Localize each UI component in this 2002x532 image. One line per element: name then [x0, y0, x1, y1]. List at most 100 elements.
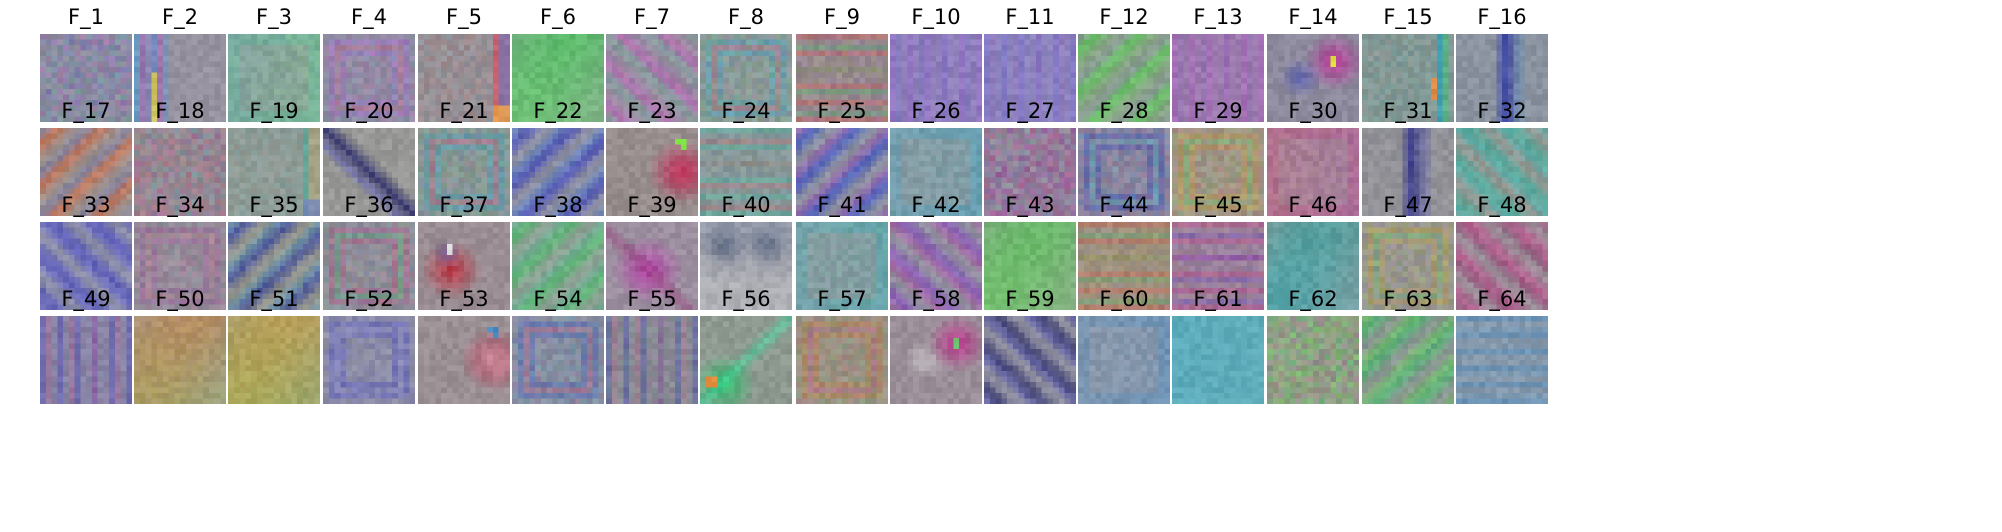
filter-image — [1172, 222, 1264, 310]
filter-title: F_5 — [446, 5, 482, 29]
filter-image — [134, 128, 226, 216]
filter-title: F_31 — [1383, 99, 1433, 123]
filter-cell-29: F_29 — [1172, 98, 1264, 216]
filter-cell-21: F_21 — [418, 98, 510, 216]
filter-image — [1267, 222, 1359, 310]
filter-title: F_53 — [439, 287, 489, 311]
filter-image — [323, 316, 415, 404]
filter-title: F_50 — [155, 287, 205, 311]
filter-cell-11: F_11 — [984, 4, 1076, 122]
filter-title: F_6 — [540, 5, 576, 29]
filter-cell-5: F_5 — [418, 4, 510, 122]
filter-title: F_62 — [1288, 287, 1338, 311]
filter-title: F_10 — [911, 5, 961, 29]
filter-image — [1267, 34, 1359, 122]
filter-title: F_34 — [155, 193, 205, 217]
filter-cell-31: F_31 — [1362, 98, 1454, 216]
filter-image — [700, 222, 792, 310]
filter-title: F_63 — [1383, 287, 1433, 311]
filter-image — [40, 34, 132, 122]
filter-cell-28: F_28 — [1078, 98, 1170, 216]
filter-cell-63: F_63 — [1362, 286, 1454, 404]
filter-image — [1456, 128, 1548, 216]
filter-title: F_52 — [344, 287, 394, 311]
filter-cell-22: F_22 — [512, 98, 604, 216]
filter-title: F_57 — [817, 287, 867, 311]
filter-cell-60: F_60 — [1078, 286, 1170, 404]
filter-cell-23: F_23 — [606, 98, 698, 216]
filter-title: F_42 — [911, 193, 961, 217]
filter-cell-46: F_46 — [1267, 192, 1359, 310]
filter-cell-36: F_36 — [323, 192, 415, 310]
filter-title: F_22 — [533, 99, 583, 123]
filter-cell-12: F_12 — [1078, 4, 1170, 122]
filter-cell-13: F_13 — [1172, 4, 1264, 122]
filter-title: F_23 — [627, 99, 677, 123]
filter-title: F_58 — [911, 287, 961, 311]
filter-title: F_47 — [1383, 193, 1433, 217]
filter-image — [40, 222, 132, 310]
filter-cell-62: F_62 — [1267, 286, 1359, 404]
filter-image — [512, 34, 604, 122]
filter-image — [418, 128, 510, 216]
filter-cell-3: F_3 — [228, 4, 320, 122]
filter-cell-39: F_39 — [606, 192, 698, 310]
filter-cell-19: F_19 — [228, 98, 320, 216]
filter-image — [228, 128, 320, 216]
filter-title: F_56 — [721, 287, 771, 311]
filter-image — [1078, 222, 1170, 310]
filter-image — [1267, 316, 1359, 404]
filter-image — [1172, 316, 1264, 404]
filter-image — [890, 34, 982, 122]
filter-image — [228, 316, 320, 404]
filter-cell-40: F_40 — [700, 192, 792, 310]
filter-cell-50: F_50 — [134, 286, 226, 404]
filter-title: F_30 — [1288, 99, 1338, 123]
filter-image — [984, 316, 1076, 404]
filter-title: F_48 — [1477, 193, 1527, 217]
filter-image — [1078, 34, 1170, 122]
filter-image — [134, 222, 226, 310]
filter-title: F_37 — [439, 193, 489, 217]
filter-cell-14: F_14 — [1267, 4, 1359, 122]
filter-title: F_4 — [351, 5, 387, 29]
filter-image — [606, 34, 698, 122]
filter-image — [1172, 34, 1264, 122]
filter-cell-55: F_55 — [606, 286, 698, 404]
filter-cell-8: F_8 — [700, 4, 792, 122]
filter-cell-4: F_4 — [323, 4, 415, 122]
filter-image — [1172, 128, 1264, 216]
filter-title: F_27 — [1005, 99, 1055, 123]
filter-title: F_3 — [256, 5, 292, 29]
filter-cell-2: F_2 — [134, 4, 226, 122]
filter-image — [512, 128, 604, 216]
filter-cell-49: F_49 — [40, 286, 132, 404]
filter-title: F_7 — [634, 5, 670, 29]
filter-image — [418, 316, 510, 404]
filter-title: F_26 — [911, 99, 961, 123]
filter-title: F_14 — [1288, 5, 1338, 29]
filter-image — [1267, 128, 1359, 216]
filter-image — [1362, 316, 1454, 404]
filter-cell-37: F_37 — [418, 192, 510, 310]
filter-image — [512, 222, 604, 310]
filter-cell-33: F_33 — [40, 192, 132, 310]
filter-image — [984, 34, 1076, 122]
filter-title: F_19 — [249, 99, 299, 123]
filter-title: F_60 — [1099, 287, 1149, 311]
filter-cell-47: F_47 — [1362, 192, 1454, 310]
filter-cell-45: F_45 — [1172, 192, 1264, 310]
filter-title: F_40 — [721, 193, 771, 217]
filter-cell-53: F_53 — [418, 286, 510, 404]
filter-image — [984, 222, 1076, 310]
filter-image — [228, 34, 320, 122]
filter-title: F_29 — [1193, 99, 1243, 123]
filter-cell-42: F_42 — [890, 192, 982, 310]
filter-cell-64: F_64 — [1456, 286, 1548, 404]
filter-image — [40, 128, 132, 216]
filter-title: F_21 — [439, 99, 489, 123]
filter-image — [796, 128, 888, 216]
filter-title: F_15 — [1383, 5, 1433, 29]
filter-cell-26: F_26 — [890, 98, 982, 216]
